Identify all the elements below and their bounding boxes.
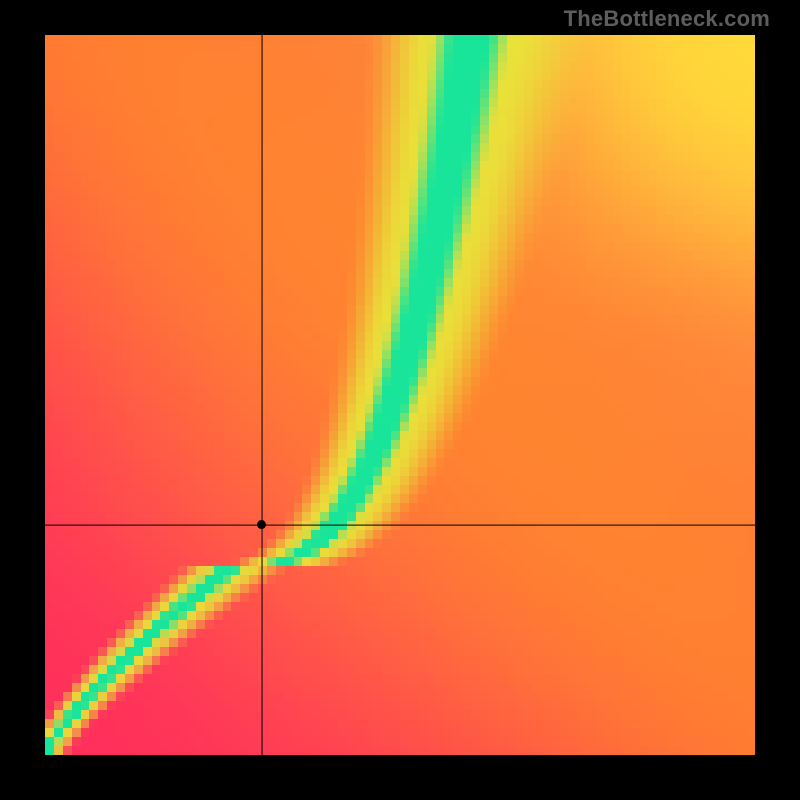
bottleneck-heatmap-canvas bbox=[45, 35, 755, 755]
attribution-label: TheBottleneck.com bbox=[564, 6, 770, 32]
chart-stage: TheBottleneck.com bbox=[0, 0, 800, 800]
